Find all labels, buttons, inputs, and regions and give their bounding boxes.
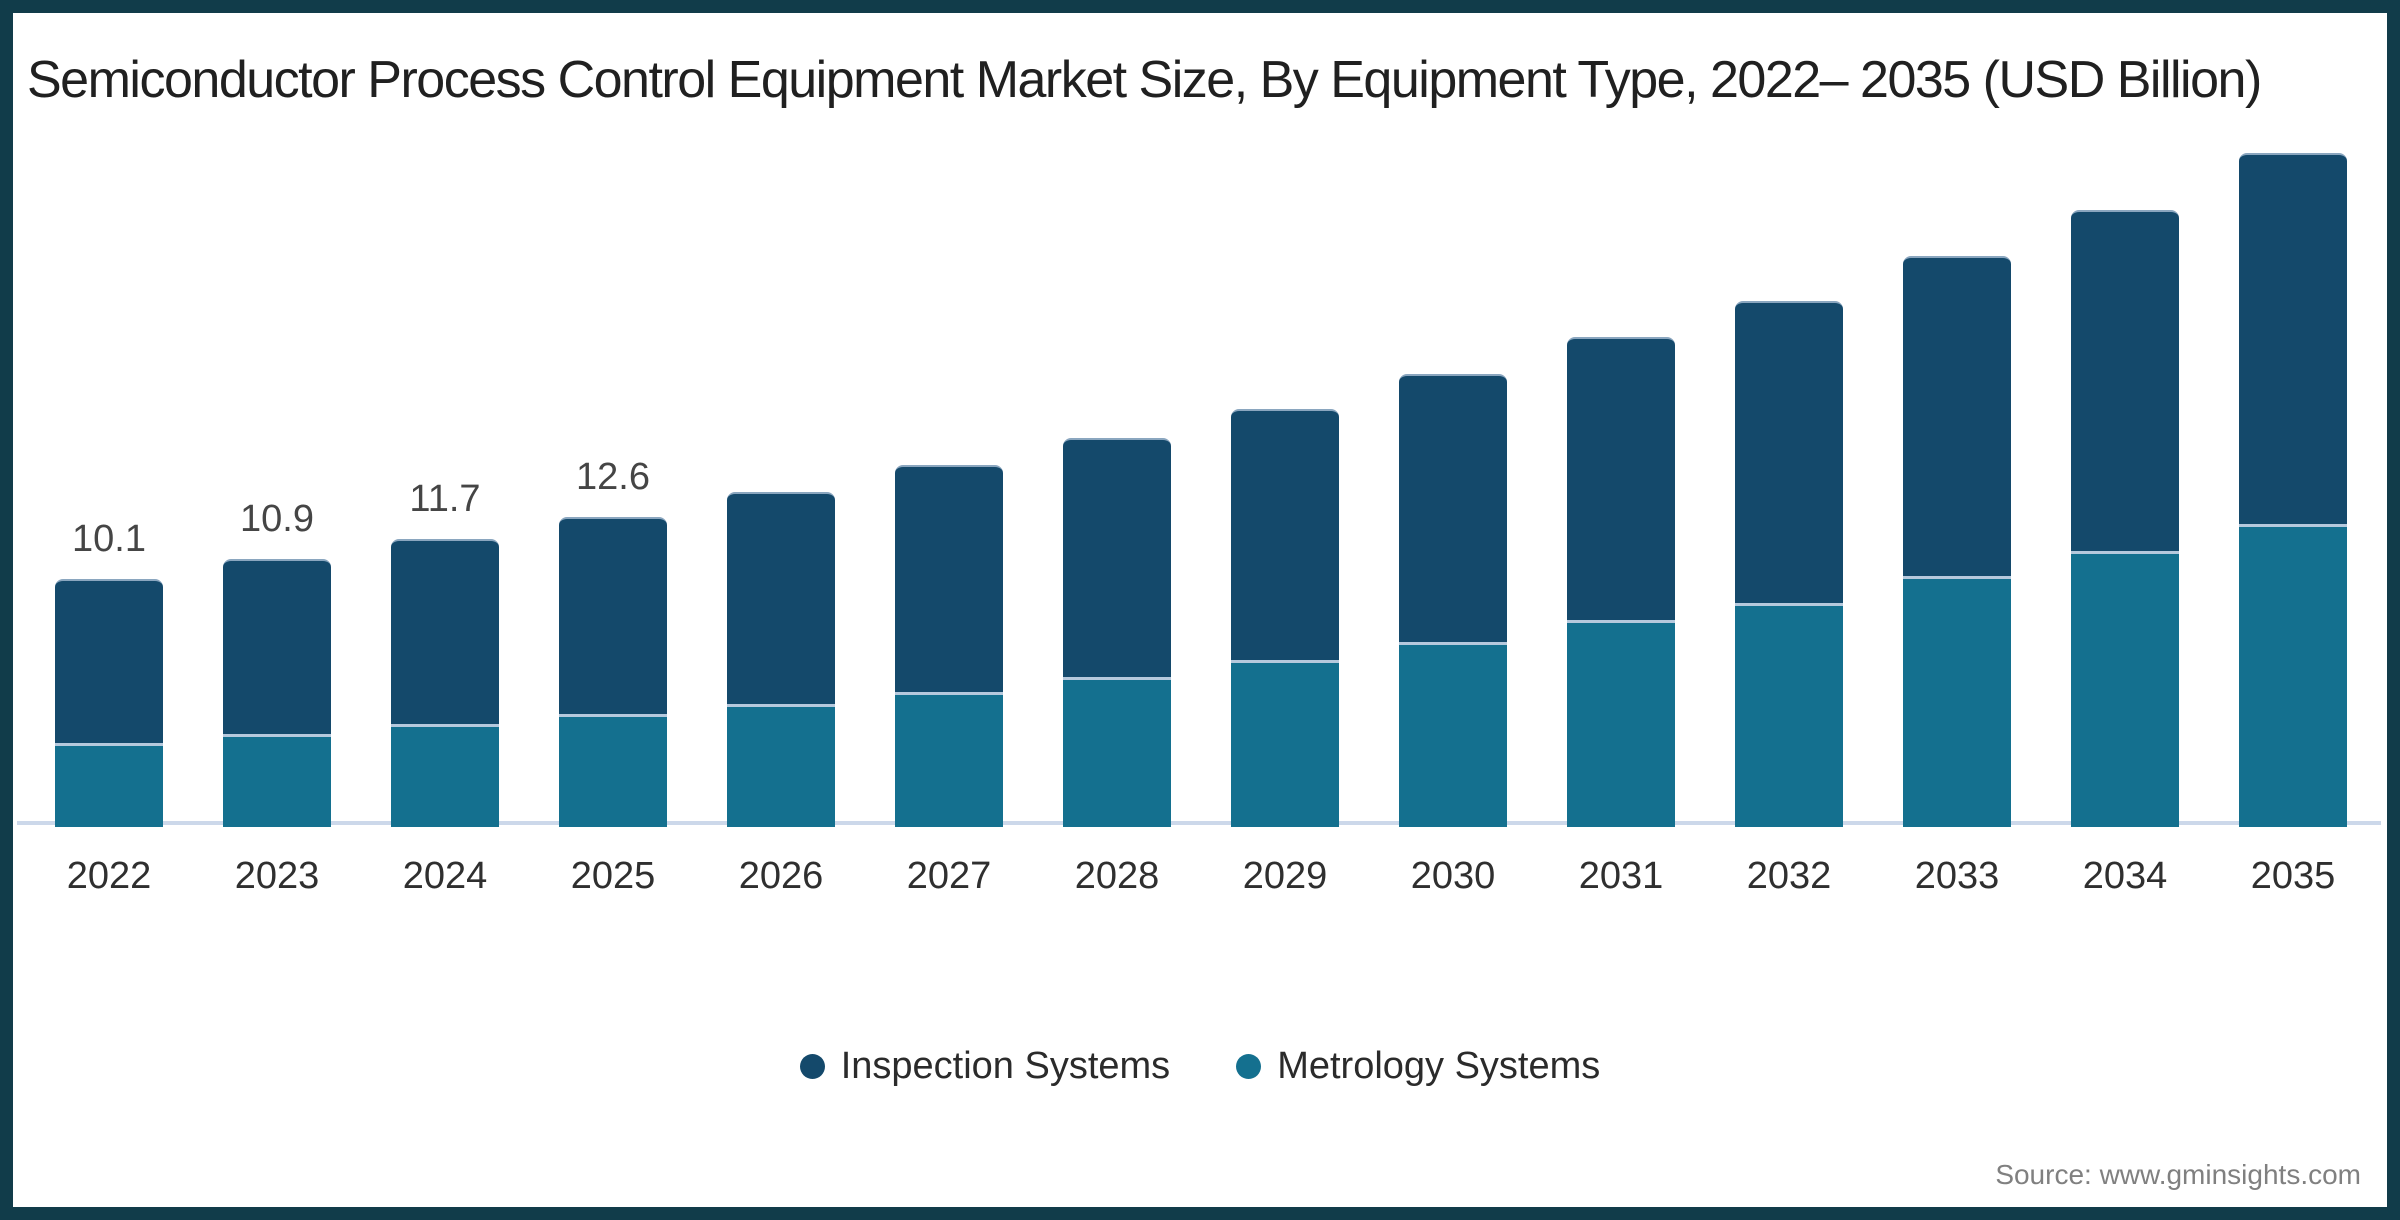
bar-column-2024 <box>391 539 499 827</box>
legend-item-metrology-systems: Metrology Systems <box>1236 1045 1600 1088</box>
bar-segment-inspection <box>2239 153 2347 524</box>
x-axis-label: 2030 <box>1410 855 1496 897</box>
bar-column-2022 <box>55 579 163 827</box>
bar-segment-metrology <box>727 704 835 827</box>
bar-segment-metrology <box>1063 677 1171 827</box>
x-axis-label: 2028 <box>1074 855 1160 897</box>
x-axis-label: 2034 <box>2082 855 2168 897</box>
bar-column-2026 <box>727 492 835 827</box>
bar-segment-inspection <box>1903 256 2011 576</box>
bar-segment-metrology <box>895 692 1003 827</box>
legend-marker-inspection-icon <box>799 1054 825 1079</box>
bar-column-2027 <box>895 465 1003 827</box>
x-axis-label: 2029 <box>1242 855 1328 897</box>
bar-segment-inspection <box>391 539 499 724</box>
bar-segment-inspection <box>1063 438 1171 677</box>
x-axis-line <box>17 821 2381 825</box>
bar-segment-inspection <box>895 465 1003 692</box>
bar-segment-metrology <box>55 743 163 827</box>
bar-value-label: 11.7 <box>409 478 481 520</box>
bar-column-2032 <box>1735 301 1843 827</box>
x-axis-label: 2031 <box>1578 855 1664 897</box>
x-axis-label: 2032 <box>1746 855 1832 897</box>
bar-segment-metrology <box>2071 551 2179 827</box>
bar-segment-inspection <box>1567 337 1675 620</box>
legend-marker-metrology-icon <box>1236 1054 1262 1079</box>
chart-title: Semiconductor Process Control Equipment … <box>27 51 2262 109</box>
bar-column-2035 <box>2239 153 2347 827</box>
bar-segment-metrology <box>1903 576 2011 827</box>
legend-label-inspection: Inspection Systems <box>840 1045 1171 1087</box>
bar-segment-inspection <box>55 579 163 743</box>
bar-segment-metrology <box>1231 660 1339 827</box>
bar-column-2033 <box>1903 256 2011 827</box>
bar-column-2028 <box>1063 438 1171 827</box>
bar-column-2029 <box>1231 409 1339 827</box>
x-axis-label: 2025 <box>570 855 656 897</box>
x-axis-label: 2035 <box>2250 855 2336 897</box>
bar-segment-metrology <box>2239 524 2347 827</box>
bar-segment-inspection <box>2071 210 2179 551</box>
x-axis-label: 2026 <box>738 855 824 897</box>
bar-segment-metrology <box>1399 642 1507 827</box>
bar-value-label: 10.9 <box>240 498 314 540</box>
bar-segment-inspection <box>1399 374 1507 642</box>
plot-area: 10.1 2022 10.9 2023 11.7 2024 12.6 2025 2026 2027… <box>13 13 2387 897</box>
bar-segment-metrology <box>559 714 667 827</box>
bar-column-2025 <box>559 517 667 827</box>
bar-segment-metrology <box>223 734 331 827</box>
legend-label-metrology: Metrology Systems <box>1277 1045 1601 1087</box>
bar-value-label: 12.6 <box>576 456 650 498</box>
bar-segment-inspection <box>223 559 331 734</box>
bar-segment-metrology <box>1567 620 1675 827</box>
bar-segment-metrology <box>391 724 499 827</box>
x-axis-label: 2023 <box>234 855 320 897</box>
bar-column-2031 <box>1567 337 1675 827</box>
x-axis-label: 2022 <box>66 855 152 897</box>
bar-segment-inspection <box>559 517 667 714</box>
bar-segment-inspection <box>1735 301 1843 603</box>
x-axis-label: 2024 <box>402 855 488 897</box>
x-axis-label: 2027 <box>906 855 992 897</box>
bar-column-2034 <box>2071 210 2179 827</box>
bar-segment-inspection <box>727 492 835 704</box>
x-axis-label: 2033 <box>1914 855 2000 897</box>
bar-value-label: 10.1 <box>72 518 146 560</box>
legend-item-inspection-systems: Inspection Systems <box>799 1045 1171 1088</box>
bar-column-2023 <box>223 559 331 827</box>
legend: Inspection Systems Metrology Systems <box>13 1045 2387 1088</box>
bar-column-2030 <box>1399 374 1507 827</box>
bar-segment-metrology <box>1735 603 1843 827</box>
bar-segment-inspection <box>1231 409 1339 660</box>
source-credit: Source: www.gminsights.com <box>1995 1159 2361 1190</box>
